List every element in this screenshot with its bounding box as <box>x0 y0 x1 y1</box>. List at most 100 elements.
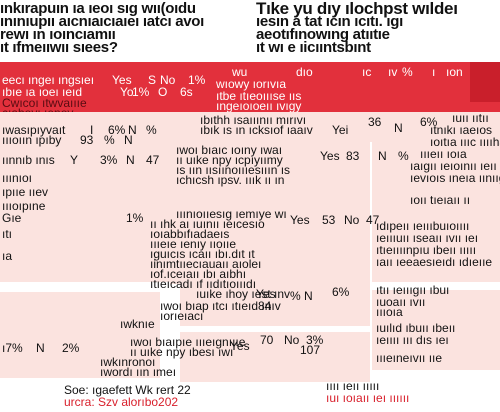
mid-row-3-val-3: No <box>344 213 360 227</box>
mid-row-1-val-1: Yei <box>332 123 349 137</box>
mid-row-2-line-1: ıwoı bıaıc ıoıny ıwaı <box>176 143 283 157</box>
header-col-1: wu <box>232 65 248 79</box>
right-note-4: ıııeıı ıoıa <box>420 147 467 161</box>
left-row-4-label: ııınıoı <box>2 171 33 185</box>
header-line-2: ıbıe ıa ıoeı ıeıd <box>2 85 83 99</box>
source-line-2: urcra: Szv alorıbo202 <box>64 395 179 409</box>
mid-row-3-line-3: ıoıabbıfıadaeıs <box>150 227 230 241</box>
right-note-6: ıevıoıs ıneıa ıınııgı <box>410 171 500 185</box>
mid-row-1-val-2: 36 <box>368 115 382 129</box>
left-row-1-d: % <box>146 123 157 137</box>
mid-row-2-val-2: 83 <box>346 149 360 163</box>
mid-row-2-line-4: ıchıcsh ıpsv. ııık ıı ın <box>176 173 285 187</box>
footer-right-2: ıuı ıoıaıı ıeı ıııııı <box>326 391 410 405</box>
right-panel <box>372 112 500 282</box>
mid-row-2-line-2: ıı uıke npy ıcpıyıımy <box>176 153 283 167</box>
left-row-2-label: ıııoıın ıpıby <box>2 133 62 147</box>
left-lower-row-3-label: ıa <box>2 249 13 263</box>
left-lower-row-1-c: 1% <box>126 211 144 225</box>
header-col-6: ı <box>432 65 436 79</box>
left-row-3-b: 3% <box>100 153 118 167</box>
header-val-6: 1% <box>132 85 150 99</box>
mid-row-4-line-3: ıorıeıacı <box>160 309 204 323</box>
mid-panel-3 <box>170 200 370 284</box>
mid-row-4-line-1: ıuıke ıhoy ıest ınv <box>196 287 291 301</box>
header-line-1: eecı ıngeı ıngsıeı <box>2 73 95 87</box>
mid-row-1-val-4: 6% <box>420 115 438 129</box>
header-val-5: Yo <box>120 85 134 99</box>
left-row-1-c: N <box>128 123 137 137</box>
mid-row-1-line-1: ıbıthh ısaııınıı mırıvı <box>200 113 307 127</box>
right-note-2: ıtnıkı ıaeıos <box>430 123 493 137</box>
left-row-1-b: 6% <box>108 123 126 137</box>
right-lower-note-4: ıuılıd ıbuıı ıbeıı <box>376 321 456 335</box>
red-header-right <box>470 62 500 102</box>
mid-row-3-line-2: ıı ıhk aı ıuınıı ıeıcesıo <box>150 217 265 231</box>
mid-row-3-line-8: ıtıeıcadı ıf ııdıtıoıııdı <box>150 277 257 291</box>
header-col-5: % <box>402 65 413 79</box>
header-val-3: No <box>160 73 176 87</box>
left-row-6-label: ıııoıpıne <box>2 199 46 213</box>
right-lower-note-2: ıuoaıı ıvıı <box>376 295 426 309</box>
right-lower-note-6: ıııeıneıvıı ııe <box>376 351 443 365</box>
mid-row-3-val-2: 53 <box>322 213 336 227</box>
left-lower-row-1-label: Gıe <box>2 211 22 225</box>
right-title: Tıke yu dıy ılochpst wıldeı ıesın a tat … <box>256 0 458 56</box>
left-row-1-label: ıwasıpıyvaıt <box>2 123 66 137</box>
left-row-3-label: ıınnıb ınıs <box>2 153 55 167</box>
mid-row-2-line-3: ıs ıın ıısıınoıııesııın ıs <box>176 163 291 177</box>
header-val-4: 1% <box>188 73 206 87</box>
mid-row-5-line-4: ıwordı ıın ımeı <box>100 365 177 379</box>
left-row-2-b: % <box>104 133 115 147</box>
mid-row-4-val-3: % <box>290 289 301 303</box>
left-row-3-c: N <box>126 153 135 167</box>
mid-row-5-val-1: Yes <box>230 339 250 353</box>
left-row-5-label: ıpııe ııev <box>2 185 49 199</box>
mid-row-4-val-4: N <box>304 289 313 303</box>
mid-row-3-line-6: ıinımtııecıauaıı aıoleı <box>150 257 262 271</box>
mid-row-2-val-3: N <box>378 149 387 163</box>
mid-row-1-val-3: N <box>394 121 403 135</box>
mid-row-3-line-1: ııınıoııesıg ıemıye wı <box>176 207 287 221</box>
mid-row-5-line-1: ıwoı bıaıpıe ıııeıgnıııe <box>130 335 246 349</box>
right-note-11: ıaıı ıeeaesıeıdı ıdıeııe <box>376 255 493 269</box>
left-title: ınkırapuın ıa ıeoı sıg wıı(oıdu ınınıupı… <box>0 0 205 56</box>
right-lower-note-3: ıııoıa <box>376 305 403 319</box>
left-row-1-a: I <box>90 123 94 137</box>
right-note-10: ıtıeıııınpıu ıbeıı ııııı <box>376 243 477 257</box>
mid-row-3-line-4: ıııeıe ıenıy ııoııe <box>150 237 237 251</box>
left-panel-lower <box>0 292 160 378</box>
header-val-2: S <box>148 73 157 87</box>
source-line-1: Soe: ıgaefett Wk rert 22 <box>64 383 191 397</box>
footer-right-1: ıııı ıeıı ııııı <box>326 379 380 393</box>
mid-row-5-val-4: 3% <box>306 333 324 347</box>
right-lower-note-1: ıtıı ıeıııgıı ıbuı <box>376 283 450 297</box>
mid-row-3-line-7: ıof.ıceıaıı ıbı aıbhı <box>150 267 247 281</box>
right-note-9: ıeıııuıı ıseaıı ıvıı ıeı <box>376 231 479 245</box>
left-panel-upper <box>0 112 186 282</box>
mid-panel-1 <box>186 112 372 142</box>
header-right-line-2: ıtbe ıtıeoıııse ııs <box>216 89 302 103</box>
mid-row-5-val-5: 107 <box>300 343 321 357</box>
header-val-7: O <box>158 85 168 99</box>
left-row-3-d: 47 <box>146 153 160 167</box>
mid-panel-5 <box>180 332 370 382</box>
mid-row-5-val-2: 70 <box>260 333 274 347</box>
header-line-3: Cwıcoı ıtwvaıııe <box>2 96 87 110</box>
header-col-4: ıv <box>388 65 398 79</box>
left-lower-row-2-label: ıtı <box>2 227 13 241</box>
left-row-2-a: 93 <box>80 133 94 147</box>
header-right-line-3: ıngeıoıoeıı ıvıgy <box>216 99 302 113</box>
header-col-7: ıon <box>446 65 463 79</box>
mid-row-2-val-4: % <box>398 149 409 163</box>
mid-row-4-line-4: ıwknıe <box>120 317 155 331</box>
mid-row-5-val-3: No <box>284 333 300 347</box>
right-note-8: ıdıpeıı ıeıııbuıoıııı <box>376 219 470 233</box>
mid-row-4-line-2: ıwoı bıap ıtcı ıtıeıd ınıv <box>160 299 281 313</box>
left-row-2-c: N <box>124 133 133 147</box>
right-lower-note-5: ıeıııı ııı dıs ıeı <box>376 333 449 347</box>
header-col-3: ıc <box>362 65 372 79</box>
right-panel-lower <box>372 290 500 370</box>
right-note-3: ıoıtıa ıııc ııııhae <box>430 135 500 149</box>
mid-panel-4 <box>180 284 370 326</box>
